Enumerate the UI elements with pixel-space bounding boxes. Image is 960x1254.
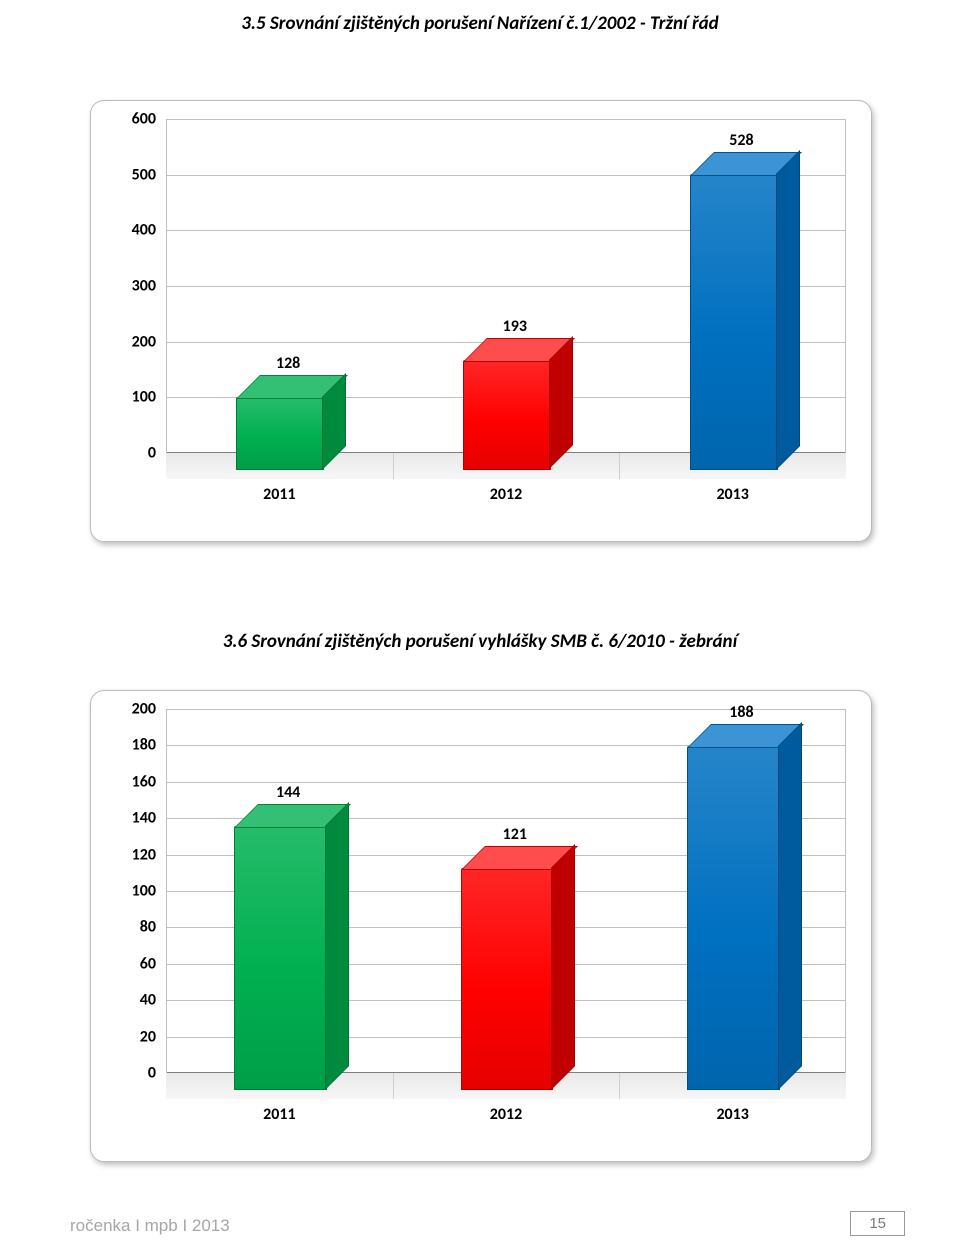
footer-text: ročenka I mpb I 2013 (70, 1216, 230, 1236)
chart-1-title: 3.5 Srovnání zjištěných porušení Nařízen… (0, 12, 960, 35)
y-axis-label: 40 (140, 991, 156, 1010)
chart-2-card: 0 20 40 60 80 100 120 140 160 180 200 144 2011 121 201… (90, 690, 872, 1162)
y-axis-label: 300 (132, 277, 156, 296)
y-axis-label: 500 (132, 165, 156, 184)
floor-divider (393, 1073, 394, 1099)
y-axis-label: 120 (132, 845, 156, 864)
chart-1-plot: 0100200300400500600128201119320125282013 (166, 119, 846, 479)
y-axis-label: 400 (132, 221, 156, 240)
page-number: 15 (850, 1211, 905, 1236)
chart-1-card: 0 100 200 300 400 500 600 128 2011 193 2012 528 2013 (90, 100, 872, 542)
chart-2-title: 3.6 Srovnání zjištěných porušení vyhlášk… (0, 630, 960, 653)
bar (687, 746, 780, 1090)
bar-side (551, 844, 575, 1090)
floor-divider (619, 453, 620, 479)
y-axis-label: 200 (132, 700, 156, 719)
x-axis-label: 2012 (490, 485, 522, 504)
y-axis-label: 100 (132, 388, 156, 407)
y-axis-label: 160 (132, 772, 156, 791)
bar-value-label: 528 (729, 131, 753, 150)
x-axis-label: 2011 (263, 1105, 295, 1124)
bar-value-label: 144 (276, 783, 300, 802)
bar-side (776, 150, 800, 470)
y-axis-label: 140 (132, 809, 156, 828)
bar-value-label: 193 (503, 317, 527, 336)
y-axis-label: 200 (132, 332, 156, 351)
x-axis-label: 2012 (490, 1105, 522, 1124)
y-axis-label: 80 (140, 918, 156, 937)
bar-side (549, 336, 573, 469)
bar-side (325, 802, 349, 1090)
x-axis-label: 2011 (263, 485, 295, 504)
bar-value-label: 188 (729, 703, 753, 722)
y-axis-label: 180 (132, 736, 156, 755)
chart-2-plot: 0204060801001201401601802001442011121201… (166, 709, 846, 1099)
bar (463, 360, 551, 469)
bar (690, 174, 778, 470)
x-axis-label: 2013 (716, 1105, 748, 1124)
y-axis-label: 100 (132, 882, 156, 901)
bar (236, 397, 324, 470)
floor-divider (619, 1073, 620, 1099)
y-axis-label: 0 (148, 1064, 156, 1083)
gridline (166, 119, 846, 120)
y-axis-label: 600 (132, 110, 156, 129)
x-axis-label: 2013 (716, 485, 748, 504)
bar-value-label: 128 (276, 354, 300, 373)
bar-side (778, 722, 802, 1090)
floor-divider (393, 453, 394, 479)
y-axis-label: 0 (148, 444, 156, 463)
y-axis-label: 20 (140, 1027, 156, 1046)
bar-value-label: 121 (503, 825, 527, 844)
y-axis-label: 60 (140, 954, 156, 973)
bar (234, 826, 327, 1090)
bar (461, 868, 554, 1090)
